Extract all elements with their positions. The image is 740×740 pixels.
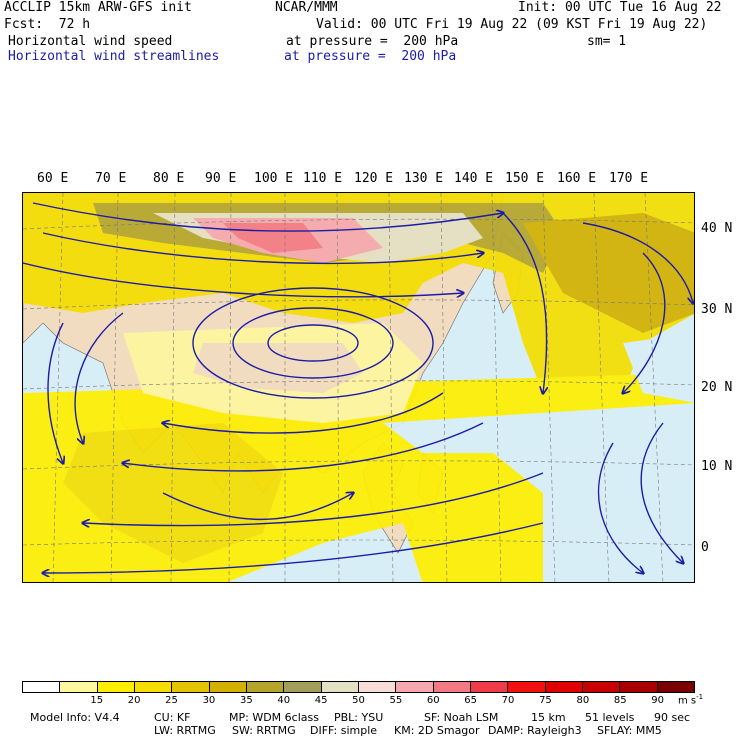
colorbar-segment [545, 682, 583, 692]
lat-label: 30 N [701, 302, 733, 317]
init-time: Init: 00 UTC Tue 16 Aug 22 [518, 0, 722, 15]
colorbar-segment [23, 682, 61, 692]
center-name: NCAR/MMM [275, 0, 338, 15]
colorbar-segment [470, 682, 509, 692]
colorbar-segment [396, 682, 434, 692]
colorbar-segment [172, 682, 210, 692]
model-title: ACCLIP 15km ARW-GFS init [4, 0, 192, 15]
colorbar-label: 65 [464, 695, 478, 706]
forecast-hour: Fcst: 72 h [4, 17, 91, 32]
lon-label: 90 E [205, 171, 237, 186]
colorbar-label: 85 [613, 695, 627, 706]
colorbar-segment [657, 682, 694, 692]
colorbar-label: 80 [576, 695, 590, 706]
lat-label: 20 N [701, 380, 733, 395]
colorbar-segment [97, 682, 135, 692]
colorbar-segment [358, 682, 397, 692]
valid-time: Valid: 00 UTC Fri 19 Aug 22 (09 KST Fri … [316, 17, 708, 32]
colorbar-label: 70 [501, 695, 515, 706]
colorbar-label: 40 [277, 695, 291, 706]
footer-line2-c: DIFF: simple [310, 724, 378, 737]
footer-line1-g: 51 levels [585, 711, 635, 724]
colorbar-segment [433, 682, 471, 692]
colorbar-label: 15 [90, 695, 104, 706]
footer-line1-c: MP: WDM 6class [229, 711, 319, 724]
colorbar-label: 90 [651, 695, 664, 706]
speed-shading [23, 193, 694, 582]
footer-line2-a: LW: RRTMG [154, 724, 216, 737]
field1-name: Horizontal wind speed [8, 34, 173, 49]
lon-label: 110 E [303, 171, 343, 186]
colorbar-label: 35 [239, 695, 253, 706]
footer-line1-e: SF: Noah LSM [424, 711, 499, 724]
lon-label: 140 E [454, 171, 494, 186]
footer-line2-f: SFLAY: MM5 [597, 724, 662, 737]
colorbar-segment [60, 682, 98, 692]
lon-label: 150 E [505, 171, 545, 186]
colorbar-label: 30 [202, 695, 216, 706]
colorbar-label: 20 [127, 695, 141, 706]
wind-map [22, 192, 695, 583]
footer-line1-b: CU: KF [154, 711, 191, 724]
field2-name: Horizontal wind streamlines [8, 49, 220, 64]
smoothing: sm= 1 [587, 34, 627, 49]
lon-label: 120 E [354, 171, 394, 186]
lat-label: 0 [701, 540, 709, 555]
colorbar-label: 50 [352, 695, 365, 706]
lon-label: 80 E [153, 171, 185, 186]
colorbar-segment [284, 682, 322, 692]
lat-label: 40 N [701, 221, 733, 236]
footer-line2-e: DAMP: Rayleigh3 [488, 724, 582, 737]
colorbar-segment [321, 682, 359, 692]
wind-map-graphic [23, 193, 694, 582]
colorbar-label: 75 [539, 695, 552, 706]
footer-line1-d: PBL: YSU [334, 711, 384, 724]
lon-label: 100 E [254, 171, 294, 186]
colorbar-units: m s-1 [678, 693, 704, 707]
colorbar-label: 55 [389, 695, 403, 706]
colorbar-segment [582, 682, 621, 692]
field1-level: at pressure = 200 hPa [286, 34, 459, 49]
colorbar-label: 60 [426, 695, 440, 706]
colorbar-segment [134, 682, 173, 692]
colorbar [22, 681, 695, 693]
streamlines [23, 202, 693, 573]
footer-line1-a: Model Info: V4.4 [30, 711, 120, 724]
colorbar-segment [209, 682, 247, 692]
lon-label: 60 E [37, 171, 69, 186]
footer-line1-f: 15 km [531, 711, 566, 724]
footer-line1-h: 90 sec [654, 711, 691, 724]
lat-label: 10 N [701, 459, 733, 474]
lon-label: 130 E [404, 171, 444, 186]
footer-line2-d: KM: 2D Smagor [394, 724, 480, 737]
lon-label: 70 E [95, 171, 127, 186]
footer-line2-b: SW: RRTMG [232, 724, 296, 737]
colorbar-segment [508, 682, 546, 692]
field2-level: at pressure = 200 hPa [284, 49, 457, 64]
colorbar-segment [620, 682, 658, 692]
colorbar-segment [246, 682, 285, 692]
colorbar-label: 45 [314, 695, 328, 706]
lon-label: 170 E [609, 171, 649, 186]
lon-label: 160 E [557, 171, 597, 186]
colorbar-label: 25 [165, 695, 178, 706]
